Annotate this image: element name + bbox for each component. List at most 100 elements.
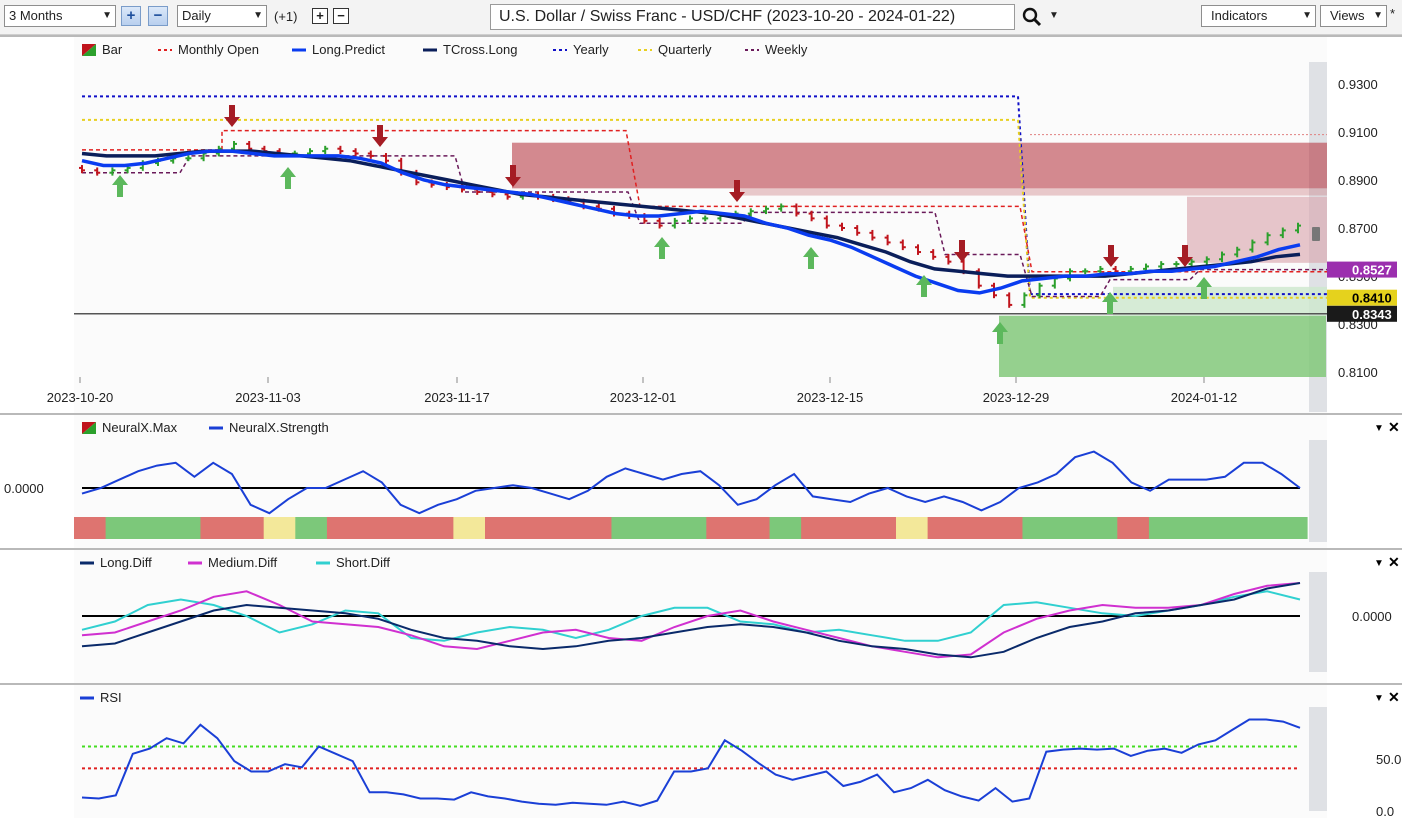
search-dropdown-icon[interactable]: ▼ (1049, 10, 1059, 21)
offset-label: (+1) (274, 9, 298, 24)
y-tick-label: 0.9300 (1338, 77, 1378, 92)
price-tag (1327, 305, 1397, 322)
pane-menu-icon[interactable]: ▼ (1374, 423, 1384, 434)
toolbar: 3 Months ▼ + − Daily ▼ (+1) + − U.S. Dol… (0, 0, 1402, 35)
neuralx-chart[interactable]: 0.0000 NeuralX.Max NeuralX.Strength ▼ ✕ (0, 415, 1402, 550)
asterisk-mark: * (1390, 6, 1396, 21)
zoom-in-button[interactable]: + (121, 6, 141, 26)
state-bar-segment (168, 517, 202, 539)
offset-minus-button[interactable]: − (333, 8, 349, 24)
state-bar-segment (74, 517, 107, 539)
state-bar-segment (611, 517, 644, 539)
sell-arrow-icon (1103, 245, 1119, 267)
legend-label: Bar (102, 42, 123, 57)
x-tick-label: 2023-12-29 (983, 390, 1050, 405)
state-bar-segment (674, 517, 707, 539)
views-button[interactable]: Views ▼ (1320, 5, 1387, 27)
state-bar-segment (516, 517, 549, 539)
sell-arrow-icon (1177, 245, 1193, 267)
legend-label: TCross.Long (443, 42, 517, 57)
neuralx-scrollbar[interactable] (1309, 440, 1327, 542)
search-icon[interactable] (1021, 6, 1043, 28)
x-tick-label: 2023-11-17 (424, 390, 490, 405)
state-bar-segment (927, 517, 960, 539)
state-bar-segment (421, 517, 454, 539)
state-bar-segment (643, 517, 676, 539)
symbol-title-field[interactable]: U.S. Dollar / Swiss Franc - USD/CHF (202… (490, 4, 1015, 30)
zero-label: 0.0000 (4, 481, 44, 496)
pane-menu-icon[interactable]: ▼ (1374, 693, 1384, 704)
sell-arrow-icon (954, 240, 970, 262)
buy-arrow-icon (1102, 292, 1118, 314)
close-icon[interactable]: ✕ (1388, 419, 1400, 435)
state-bar-segment (832, 517, 865, 539)
legend-label: Monthly Open (178, 42, 259, 57)
state-bar-segment (326, 517, 360, 539)
state-bar-segment (232, 517, 265, 539)
state-bar-segment (263, 517, 296, 539)
buy-arrow-icon (1196, 277, 1212, 299)
yearly-line (82, 95, 1327, 296)
price-pane: 0.93000.91000.89000.87000.85000.83000.81… (0, 35, 1402, 415)
rsi-chart[interactable]: 50.0 0.0 RSI ▼ ✕ (0, 685, 1402, 819)
chevron-down-icon: ▼ (1302, 10, 1312, 21)
rsi-line (81, 718, 1301, 807)
y-tick-label: 0.8100 (1338, 365, 1378, 380)
chevron-down-icon: ▼ (1373, 10, 1383, 21)
state-bar-segment (1022, 517, 1055, 539)
state-bar-segment (579, 517, 613, 539)
supply-zone (512, 142, 1327, 189)
interval-select[interactable]: Daily ▼ (177, 5, 267, 27)
state-bar-segment (1148, 517, 1182, 539)
weekly-line (82, 155, 1327, 298)
legend-label: Long.Diff (100, 555, 152, 570)
legend-swatch-bull (82, 44, 96, 56)
x-tick-label: 2023-11-03 (235, 390, 301, 405)
sell-arrow-icon (224, 105, 240, 127)
state-bar-segment (990, 517, 1024, 539)
views-label: Views (1330, 8, 1365, 23)
diff-scrollbar[interactable] (1309, 572, 1327, 672)
diff-chart[interactable]: 0.0000 Long.Diff Medium.Diff Short.Diff ▼ … (0, 550, 1402, 685)
demand-zone-upper (1113, 286, 1327, 316)
zero-label: 0.0000 (1352, 609, 1392, 624)
buy-arrow-icon (112, 175, 128, 197)
sell-arrow-icon (372, 125, 388, 147)
rsi-pane: 50.0 0.0 RSI ▼ ✕ (0, 683, 1402, 819)
price-tag (1327, 289, 1397, 306)
pane-menu-icon[interactable]: ▼ (1374, 558, 1384, 569)
period-select[interactable]: 3 Months ▼ (4, 5, 116, 27)
close-icon[interactable]: ✕ (1388, 554, 1400, 570)
y-tick-label: 50.0 (1376, 752, 1401, 767)
price-chart[interactable]: 0.93000.91000.89000.87000.85000.83000.81… (0, 37, 1402, 415)
state-bar-segment (737, 517, 771, 539)
state-bar-segment (864, 517, 897, 539)
legend-label: Long.Predict (312, 42, 385, 57)
zoom-out-button[interactable]: − (148, 6, 168, 26)
chevron-down-icon: ▼ (102, 10, 112, 21)
legend-swatch-bull (82, 422, 96, 434)
short-diff-line (81, 590, 1301, 642)
price-tag-label: 0.8410 (1352, 291, 1392, 306)
state-bar-segment (295, 517, 328, 539)
price-tag (1327, 261, 1397, 278)
demand-zone (999, 315, 1326, 377)
state-bar-segment (1117, 517, 1150, 539)
buy-arrow-icon (654, 237, 670, 259)
state-bar-segment (959, 517, 992, 539)
price-tag-label: 0.8527 (1352, 263, 1392, 278)
buy-arrow-icon (803, 247, 819, 269)
legend-label: Quarterly (658, 42, 712, 57)
legend-label: RSI (100, 690, 122, 705)
chevron-down-icon: ▼ (253, 10, 263, 21)
close-icon[interactable]: ✕ (1388, 689, 1400, 705)
state-bar-segment (1180, 517, 1213, 539)
last-price-marker (1312, 227, 1320, 241)
offset-plus-button[interactable]: + (312, 8, 328, 24)
rsi-scrollbar[interactable] (1309, 707, 1327, 811)
state-bar-segment (548, 517, 581, 539)
long-diff-line (81, 582, 1301, 659)
state-bar-segment (1212, 517, 1245, 539)
indicators-button[interactable]: Indicators ▼ (1201, 5, 1316, 27)
y-tick-label: 0.8900 (1338, 173, 1378, 188)
